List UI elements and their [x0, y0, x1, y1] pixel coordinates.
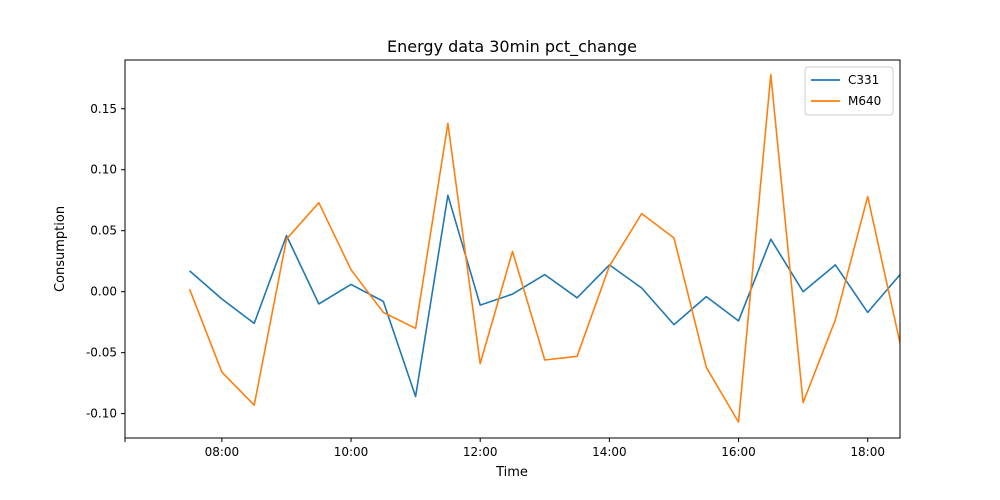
x-tick-label: 12:00	[463, 445, 498, 459]
series-layer	[188, 73, 900, 423]
x-tick-label: 08:00	[205, 445, 240, 459]
legend-label-c331: C331	[848, 73, 879, 87]
plot-area	[125, 60, 900, 438]
x-axis-label: Time	[495, 465, 528, 480]
x-tick-label: 14:00	[592, 445, 627, 459]
y-tick-label: -0.05	[86, 346, 117, 360]
y-tick-label: 0.05	[90, 224, 117, 238]
chart-title: Energy data 30min pct_change	[387, 37, 637, 57]
legend-box	[804, 66, 894, 116]
legend-label-m640: M640	[848, 94, 881, 108]
legend: C331 M640	[804, 66, 894, 116]
plot-frame	[124, 59, 901, 439]
y-tick-label: 0.15	[90, 102, 117, 116]
x-tick-label: 10:00	[334, 445, 369, 459]
series-line-c331	[189, 194, 900, 398]
ticks-layer: 08:00 10:00 12:00 14:00 16:00 18:00 -0.10 -0.05…	[86, 102, 885, 459]
y-tick-label: -0.10	[86, 407, 117, 421]
y-tick-label: 0.10	[90, 163, 117, 177]
x-tick-label: 16:00	[721, 445, 756, 459]
y-axis-label: Consumption	[53, 206, 68, 292]
x-tick-label: 18:00	[850, 445, 885, 459]
series-line-m640	[188, 73, 900, 423]
y-tick-label: 0.00	[90, 285, 117, 299]
